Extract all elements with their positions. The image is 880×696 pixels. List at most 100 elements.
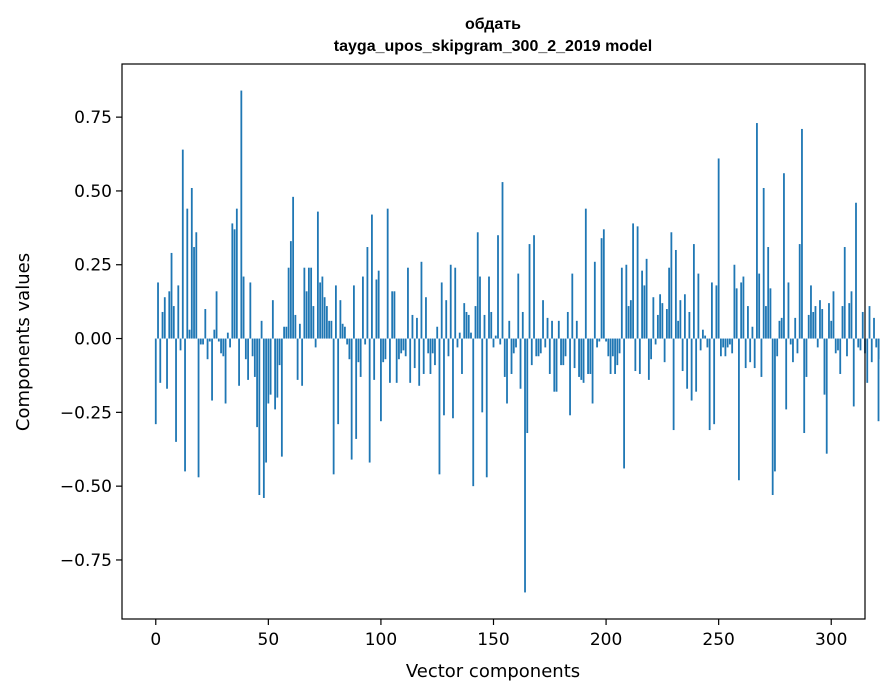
bar [375, 279, 378, 339]
bar [172, 306, 175, 339]
bar [231, 223, 234, 339]
bar [400, 338, 403, 354]
bar [544, 338, 547, 348]
bar [193, 247, 195, 339]
bar [256, 338, 258, 428]
bar [771, 338, 774, 496]
bar [591, 338, 594, 404]
bar [607, 338, 610, 357]
bar [366, 247, 369, 339]
bar [359, 338, 362, 377]
bar [229, 338, 231, 348]
x-tick-label: 100 [365, 630, 397, 650]
bar [508, 320, 511, 339]
bar [222, 338, 225, 357]
bar [729, 338, 731, 345]
bar [816, 338, 819, 348]
bar [269, 338, 272, 395]
y-tick-label: −0.25 [60, 403, 112, 423]
bar [211, 338, 213, 401]
bar [605, 338, 607, 342]
bar [285, 326, 288, 339]
bar [850, 291, 853, 339]
bar [783, 173, 785, 339]
bar [519, 338, 522, 389]
bar [213, 329, 216, 339]
bar [665, 309, 668, 339]
bar [380, 338, 382, 422]
bar [463, 303, 466, 339]
y-tick-label: 0.75 [74, 108, 112, 128]
bar [823, 338, 826, 395]
bar [278, 338, 281, 366]
bar [546, 317, 549, 339]
bar [859, 338, 862, 351]
bar [548, 338, 551, 374]
bar [431, 338, 434, 354]
bar [438, 338, 441, 475]
bar [717, 158, 720, 339]
bar [206, 338, 209, 360]
bar [641, 270, 644, 339]
bar [494, 335, 497, 339]
bar [177, 285, 180, 339]
bar [611, 338, 614, 357]
bar [384, 338, 387, 360]
chart-subtitle: tayga_upos_skipgram_300_2_2019 model [334, 38, 652, 55]
bar [298, 323, 301, 339]
bar [857, 338, 860, 348]
bar [701, 329, 704, 339]
bar [503, 338, 506, 377]
bar [179, 338, 182, 351]
bar [235, 208, 238, 339]
bar [314, 338, 317, 348]
bar [447, 338, 450, 357]
x-tick-label: 150 [477, 630, 509, 650]
bar [688, 311, 691, 339]
bar [780, 317, 783, 339]
bar [602, 229, 605, 339]
bar [371, 214, 373, 339]
bar [596, 338, 598, 348]
bar [506, 338, 508, 404]
bar [841, 306, 844, 339]
bar [467, 314, 470, 339]
bar [512, 338, 515, 354]
bar [553, 338, 556, 392]
bar [715, 285, 718, 339]
bar [659, 294, 662, 339]
bar [589, 338, 592, 374]
bar [609, 338, 612, 374]
bar [294, 314, 297, 339]
bar [807, 314, 810, 339]
bar [821, 309, 824, 339]
y-tick-label: −0.50 [60, 477, 112, 497]
bar [846, 338, 848, 357]
chart-title: обдать [465, 16, 521, 33]
bar [744, 338, 747, 369]
bar [557, 320, 560, 339]
bar [220, 338, 222, 354]
bar [690, 338, 693, 401]
bar [616, 338, 619, 366]
bar [875, 338, 878, 348]
bar [296, 338, 299, 380]
bar [233, 229, 236, 339]
bar [825, 338, 828, 454]
bar [501, 182, 504, 339]
x-tick-label: 250 [702, 630, 734, 650]
bar [474, 306, 477, 339]
bar [848, 303, 851, 339]
bar [168, 291, 171, 339]
bar [238, 338, 240, 386]
bar [319, 282, 322, 339]
bar [620, 267, 623, 339]
bar [855, 202, 857, 339]
bar [215, 291, 218, 339]
bar [323, 297, 326, 339]
bar [735, 288, 738, 339]
bar [720, 338, 722, 357]
bar [789, 338, 792, 345]
bar [692, 244, 695, 339]
